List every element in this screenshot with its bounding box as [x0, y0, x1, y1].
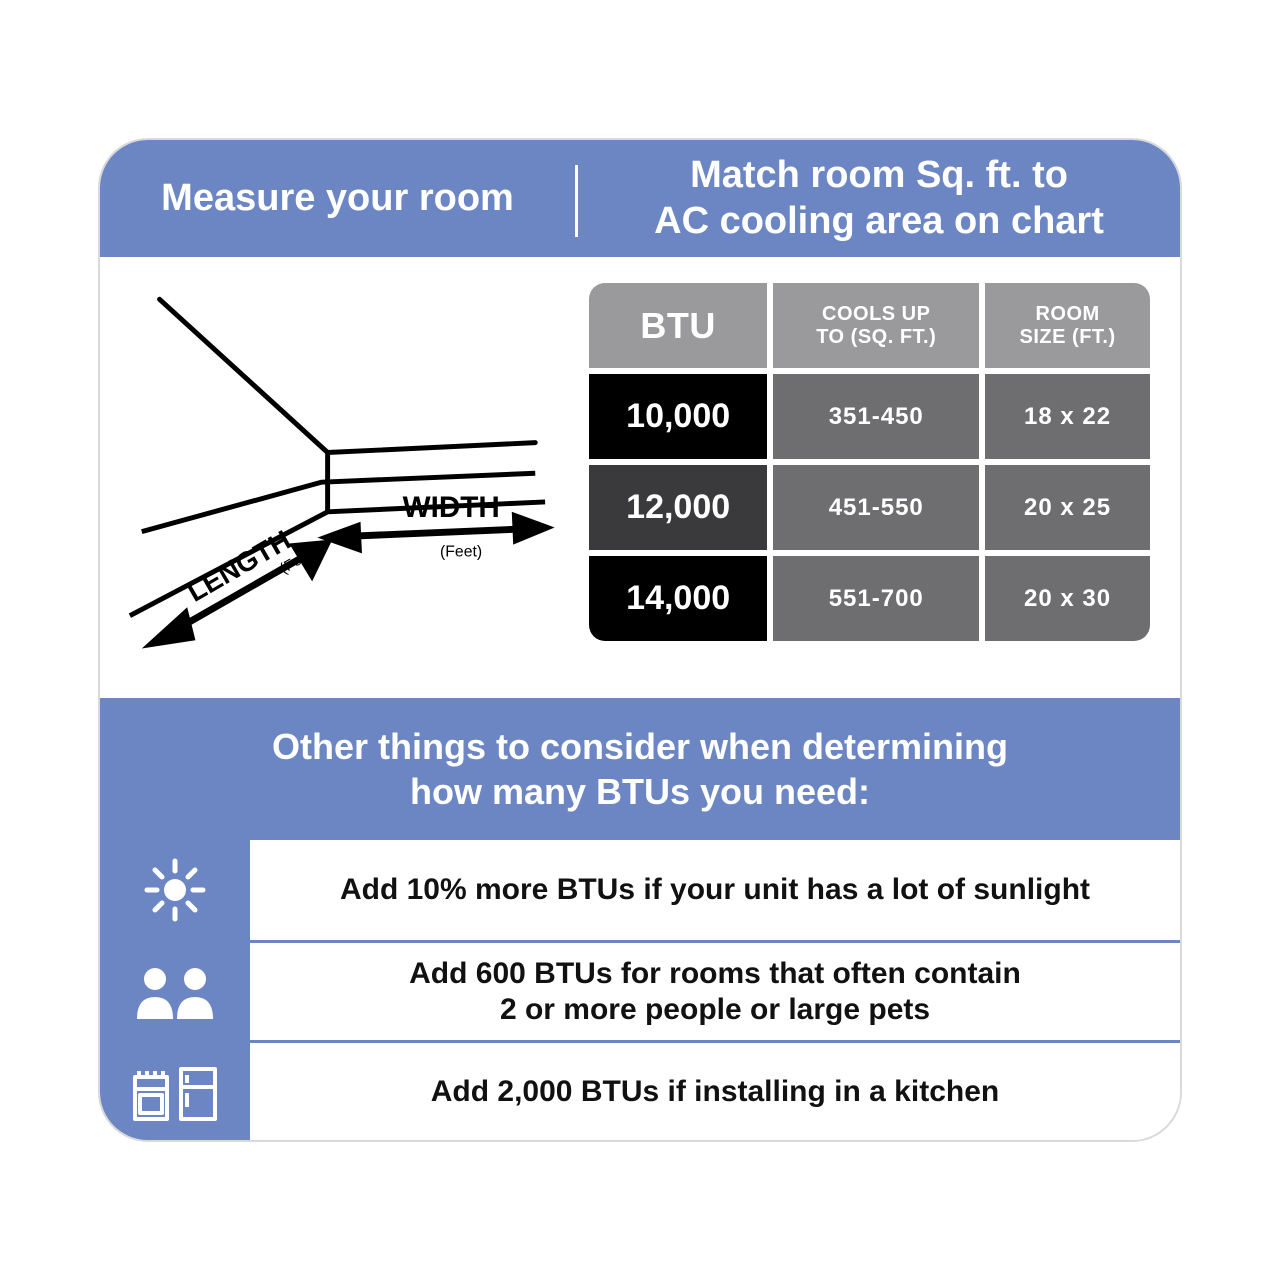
room-diagram: WIDTH (Feet) LENGTH (Feet)	[100, 257, 575, 698]
header-right: Match room Sq. ft. toAC cooling area on …	[578, 140, 1180, 257]
col-roomsize: ROOMSIZE (FT.)	[985, 283, 1150, 368]
tips-heading: Other things to consider when determinin…	[100, 698, 1180, 840]
col-cools: COOLS UPTO (SQ. FT.)	[773, 283, 979, 368]
btu-cell: 10,000	[589, 374, 767, 459]
width-label: WIDTH	[403, 491, 500, 524]
tip-text: Add 600 BTUs for rooms that often contai…	[250, 943, 1180, 1040]
size-cell: 20 x 25	[985, 465, 1150, 550]
btu-cell: 12,000	[589, 465, 767, 550]
btu-table: BTU COOLS UPTO (SQ. FT.) ROOMSIZE (FT.) …	[583, 277, 1156, 647]
table-row: 14,000 551-700 20 x 30	[589, 556, 1150, 641]
size-cell: 18 x 22	[985, 374, 1150, 459]
btu-table-wrap: BTU COOLS UPTO (SQ. FT.) ROOMSIZE (FT.) …	[575, 257, 1180, 698]
btu-guide-card: Measure your room Match room Sq. ft. toA…	[100, 140, 1180, 1140]
header-row: Measure your room Match room Sq. ft. toA…	[100, 140, 1180, 257]
people-icon	[100, 943, 250, 1040]
size-cell: 20 x 30	[985, 556, 1150, 641]
width-unit: (Feet)	[440, 544, 482, 561]
kitchen-icon	[100, 1043, 250, 1140]
cools-cell: 451-550	[773, 465, 979, 550]
header-left: Measure your room	[100, 140, 575, 257]
sun-icon	[100, 840, 250, 940]
cools-cell: 551-700	[773, 556, 979, 641]
tip-text: Add 10% more BTUs if your unit has a lot…	[250, 840, 1180, 940]
tip-text: Add 2,000 BTUs if installing in a kitche…	[250, 1043, 1180, 1140]
col-btu: BTU	[589, 283, 767, 368]
table-row: 12,000 451-550 20 x 25	[589, 465, 1150, 550]
tip-row: Add 10% more BTUs if your unit has a lot…	[100, 840, 1180, 940]
content-row: WIDTH (Feet) LENGTH (Feet) BTU	[100, 257, 1180, 698]
tip-row: Add 600 BTUs for rooms that often contai…	[100, 940, 1180, 1040]
table-row: 10,000 351-450 18 x 22	[589, 374, 1150, 459]
btu-cell: 14,000	[589, 556, 767, 641]
tip-row: Add 2,000 BTUs if installing in a kitche…	[100, 1040, 1180, 1140]
cools-cell: 351-450	[773, 374, 979, 459]
tips-list: Add 10% more BTUs if your unit has a lot…	[100, 840, 1180, 1140]
room-diagram-svg: WIDTH (Feet) LENGTH (Feet)	[120, 277, 555, 658]
